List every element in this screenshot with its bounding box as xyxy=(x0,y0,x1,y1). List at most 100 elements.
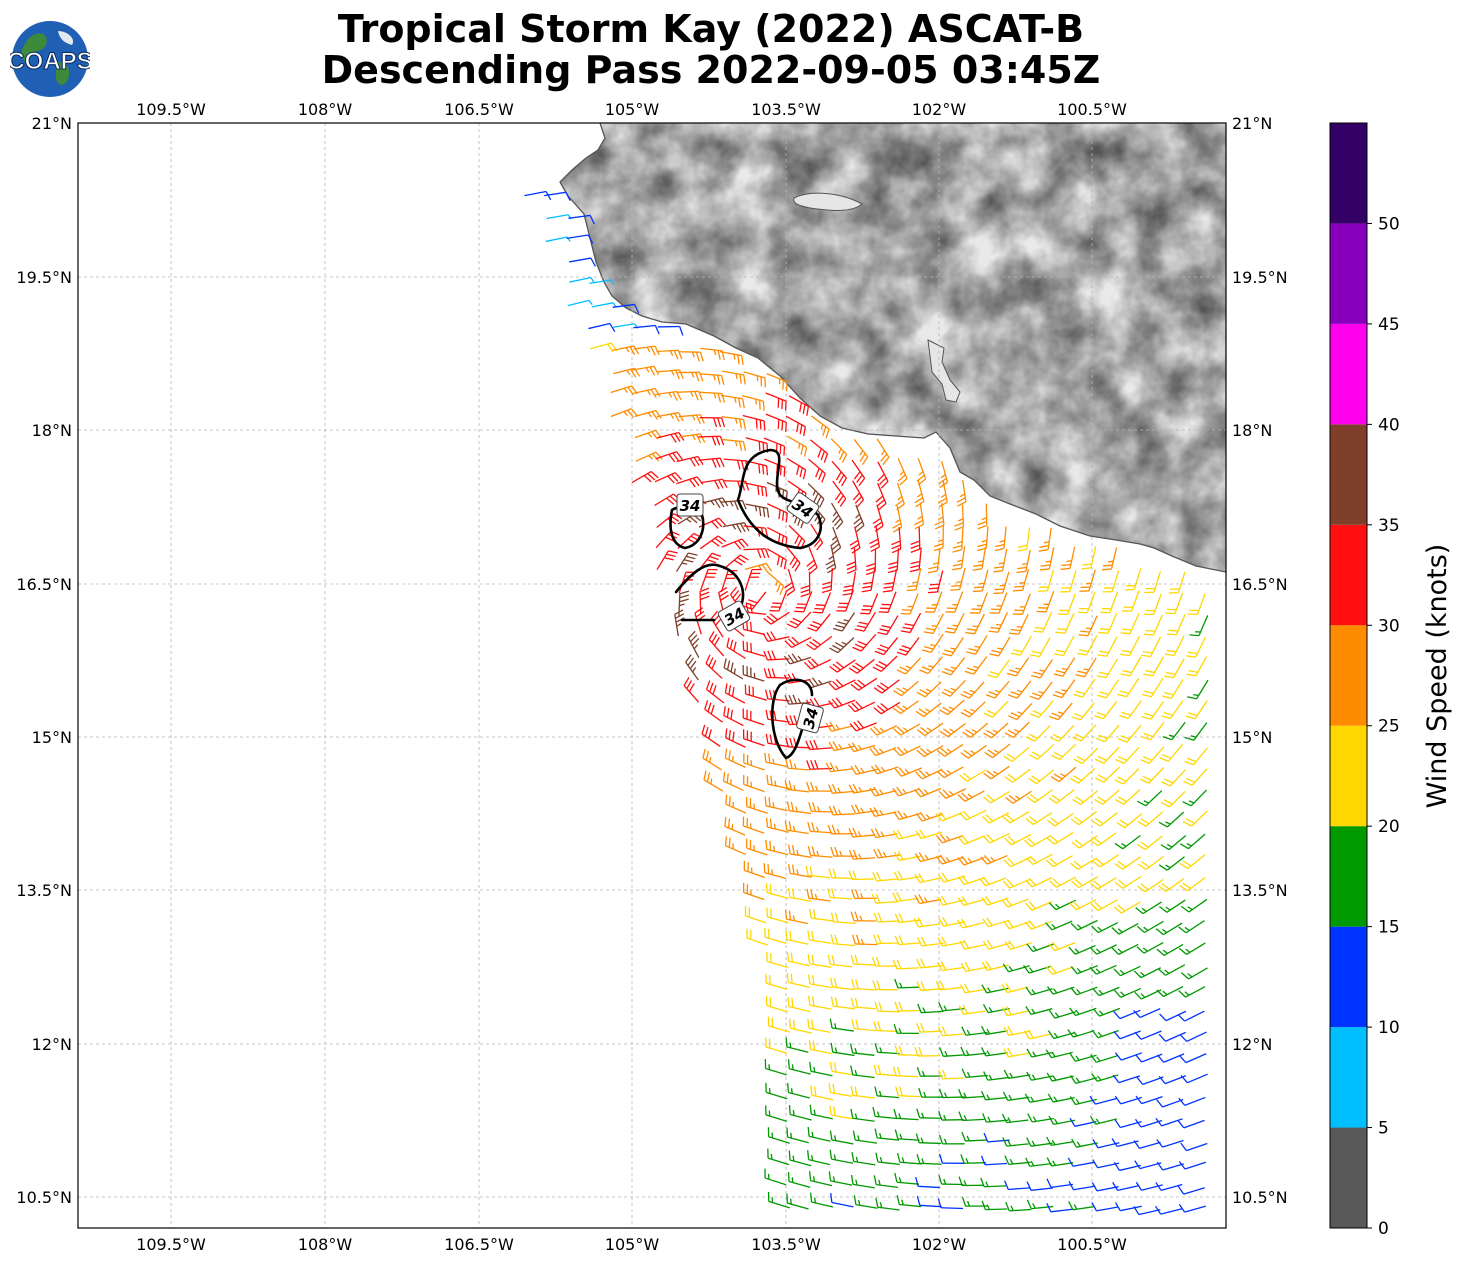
wind-barb xyxy=(938,788,967,799)
contours-34kt: 34 34 34 34 xyxy=(669,448,824,760)
wind-barb xyxy=(913,917,941,928)
wind-barb xyxy=(924,591,943,613)
wind-barb xyxy=(875,482,887,511)
wind-barb xyxy=(827,888,853,900)
wind-barb xyxy=(678,414,705,425)
wind-barb xyxy=(1134,1030,1162,1040)
wind-barb xyxy=(765,1037,788,1054)
wind-barb xyxy=(1003,1047,1031,1058)
wind-barb xyxy=(699,417,726,428)
wind-barb xyxy=(720,394,745,409)
lon-tick-label-bottom: 103.5°W xyxy=(751,1235,821,1254)
wind-barb xyxy=(964,656,988,675)
wind-barb xyxy=(958,1176,985,1187)
wind-barb xyxy=(808,802,834,813)
wind-barb xyxy=(893,1108,919,1121)
wind-barb xyxy=(936,766,964,779)
wind-barb xyxy=(567,299,593,307)
wind-barb xyxy=(939,1047,966,1057)
wind-barb xyxy=(698,435,725,446)
wind-barb xyxy=(1113,901,1141,914)
wind-barb xyxy=(633,324,660,335)
wind-barb xyxy=(1155,922,1183,936)
wind-barb xyxy=(612,345,640,356)
wind-barb xyxy=(869,746,897,757)
wind-barb xyxy=(765,996,789,1013)
wind-barb xyxy=(726,637,746,660)
wind-barb xyxy=(825,721,853,732)
wind-barb xyxy=(610,385,638,396)
wind-barb xyxy=(869,525,880,553)
wind-barb xyxy=(588,322,616,332)
wind-barb xyxy=(1070,811,1098,826)
wind-barb xyxy=(970,592,988,614)
wind-barb xyxy=(1182,789,1207,807)
wind-barb xyxy=(785,758,811,771)
wind-barb xyxy=(764,1059,787,1076)
wind-barb xyxy=(848,870,875,881)
wind-barb xyxy=(937,872,966,883)
wind-barb xyxy=(1178,942,1206,956)
wind-barb xyxy=(765,689,790,702)
wind-barb xyxy=(1113,987,1142,998)
wind-barb xyxy=(1039,547,1055,571)
wind-barb xyxy=(939,722,966,738)
wind-barb xyxy=(1113,1030,1141,1040)
wind-barb xyxy=(959,809,987,821)
wind-barb xyxy=(821,568,834,594)
wind-barb xyxy=(808,908,834,922)
wind-barb xyxy=(894,913,922,924)
wind-barb xyxy=(936,833,964,844)
lat-tick-label-left: 12°N xyxy=(32,1035,72,1054)
wind-barb xyxy=(915,1176,941,1189)
wind-barb xyxy=(1046,986,1075,995)
wind-barb xyxy=(848,849,876,860)
coaps-logo: COAPS xyxy=(10,21,90,97)
wind-barb xyxy=(764,1168,787,1186)
wind-barb xyxy=(655,390,682,401)
wind-barb xyxy=(894,1172,919,1185)
wind-barb xyxy=(1046,1072,1074,1082)
wind-barb xyxy=(1098,612,1118,634)
wind-barb xyxy=(705,680,725,704)
wind-barb xyxy=(704,700,723,723)
wind-barb xyxy=(965,613,985,635)
wind-barb xyxy=(1180,898,1208,913)
wind-barb xyxy=(962,722,989,738)
lat-tick-label-left: 15°N xyxy=(32,728,72,747)
wind-barb xyxy=(1025,725,1051,742)
wind-barb xyxy=(853,504,865,532)
wind-barb xyxy=(1184,722,1208,741)
wind-barb xyxy=(927,570,944,594)
wind-barb xyxy=(1136,1076,1164,1086)
wind-barb xyxy=(678,351,704,362)
wind-barb xyxy=(765,973,788,990)
wind-barb xyxy=(937,1026,965,1037)
wind-barb xyxy=(1156,1139,1184,1148)
wind-barb xyxy=(1072,724,1097,742)
wind-barb xyxy=(746,796,768,814)
wind-barb xyxy=(1001,897,1029,908)
wind-barb xyxy=(1144,593,1162,616)
wind-barb xyxy=(1029,681,1053,701)
wind-barb xyxy=(657,369,684,380)
wind-barb xyxy=(960,962,988,973)
wind-barb xyxy=(1025,812,1053,826)
wind-barb xyxy=(1025,876,1053,888)
wind-barb xyxy=(612,303,640,314)
wind-barb xyxy=(1002,1137,1029,1147)
wind-barb xyxy=(851,934,878,946)
wind-barb xyxy=(1003,919,1031,930)
wind-barb xyxy=(900,593,919,615)
wind-barb xyxy=(897,458,908,486)
wind-barb xyxy=(1091,921,1119,934)
wind-barb xyxy=(981,895,1009,906)
wind-barb xyxy=(980,1025,1008,1036)
wind-barb xyxy=(1025,986,1053,996)
lon-tick-label-bottom: 102°W xyxy=(912,1235,967,1254)
wind-barb xyxy=(656,550,678,571)
wind-barb xyxy=(1114,834,1141,850)
wind-barb xyxy=(806,781,832,792)
wind-barb xyxy=(1060,570,1077,593)
wind-barb xyxy=(1023,1029,1052,1040)
